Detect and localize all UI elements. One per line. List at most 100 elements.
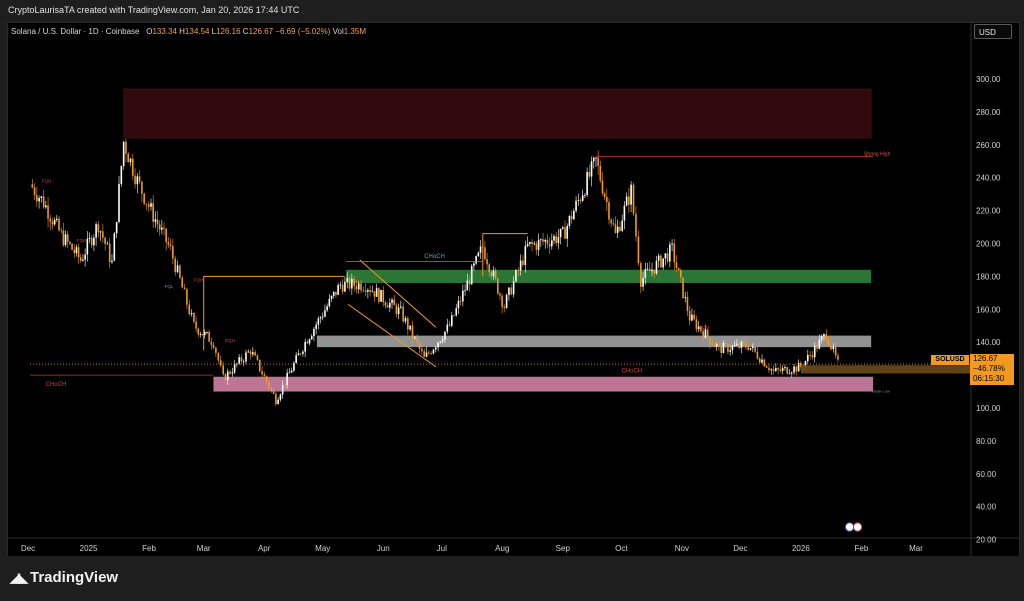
- chart-pane[interactable]: Strong High CHoCH CHoCH CHoCH Weak Low FQH FQH…: [7, 22, 1020, 557]
- candle: [603, 191, 606, 201]
- candle: [635, 206, 637, 242]
- percent-change: −46.78%: [973, 364, 1005, 373]
- candle-body: [64, 234, 67, 246]
- last-price: 126.67: [973, 354, 998, 363]
- candle-body: [118, 183, 120, 223]
- symbol-description[interactable]: Solana / U.S. Dollar · 1D · Coinbase: [11, 27, 140, 36]
- candle-body: [286, 372, 288, 386]
- candle-body: [163, 227, 165, 229]
- price-chart[interactable]: Strong High CHoCH CHoCH CHoCH Weak Low FQH FQH…: [8, 23, 1019, 556]
- candle: [369, 284, 371, 297]
- candle: [236, 362, 238, 368]
- candle-body: [389, 302, 391, 308]
- candle: [488, 262, 491, 277]
- candle-body: [321, 316, 324, 318]
- candle: [630, 181, 632, 213]
- candle: [612, 218, 615, 226]
- candle: [51, 217, 54, 230]
- x-tick-label: Feb: [142, 544, 156, 553]
- candle: [129, 157, 132, 167]
- candle-body: [351, 278, 353, 289]
- candle-body: [727, 344, 729, 352]
- candle-body: [488, 264, 491, 273]
- candle: [97, 221, 100, 238]
- candle-body: [671, 243, 673, 245]
- candle-body: [632, 184, 635, 214]
- candle-body: [682, 277, 684, 298]
- x-tick-label: Apr: [258, 544, 271, 553]
- candle-body: [275, 393, 277, 405]
- candle-body: [79, 257, 82, 261]
- candle-body: [290, 370, 293, 373]
- candle-body: [375, 288, 378, 297]
- candle: [781, 365, 784, 375]
- candle: [428, 350, 430, 356]
- candle: [608, 198, 610, 225]
- candle-body: [183, 287, 186, 290]
- candle: [610, 218, 612, 228]
- candle: [813, 342, 816, 363]
- candle-body: [279, 394, 282, 400]
- candle: [150, 198, 152, 211]
- candle-body: [570, 215, 573, 220]
- candle-body: [625, 196, 628, 206]
- candle-body: [736, 343, 738, 346]
- candle: [519, 254, 522, 276]
- candle-body: [199, 334, 202, 336]
- candle-body: [573, 210, 575, 220]
- candle: [33, 183, 36, 201]
- y-tick-label: 40.00: [976, 503, 997, 512]
- candle-body: [451, 315, 453, 326]
- candle-body: [174, 258, 176, 273]
- candle: [510, 284, 513, 296]
- candle: [492, 266, 495, 281]
- candle-body: [369, 289, 371, 292]
- header-bar: CryptoLaurisaTA created with TradingView…: [0, 0, 1024, 22]
- candle-body: [215, 347, 217, 353]
- candle: [242, 359, 245, 366]
- candle-body: [193, 312, 195, 322]
- candle-body: [648, 268, 651, 272]
- candle: [404, 315, 407, 324]
- candle-body: [765, 366, 768, 368]
- candle: [754, 346, 756, 354]
- candle-body: [252, 352, 254, 355]
- candle-body: [457, 300, 460, 309]
- candle: [432, 348, 435, 355]
- candle: [546, 234, 549, 249]
- ohlc-legend: Solana / U.S. Dollar · 1D · Coinbase O13…: [11, 27, 366, 36]
- candle: [203, 329, 206, 339]
- candle-body: [231, 372, 234, 374]
- candle-body: [455, 308, 458, 316]
- candle: [475, 255, 477, 266]
- x-tick-label: Jul: [437, 544, 447, 553]
- footer-bar: [0, 556, 1024, 601]
- volume-label: Vol: [332, 27, 344, 36]
- candle-body: [143, 193, 145, 204]
- candle-body: [317, 318, 320, 325]
- candle: [581, 189, 584, 203]
- candle-body: [747, 347, 749, 350]
- currency-button[interactable]: USD: [974, 24, 1012, 39]
- candle: [535, 241, 538, 256]
- candle: [186, 287, 188, 309]
- candle: [145, 203, 148, 210]
- candle-body: [367, 289, 369, 292]
- candle: [486, 252, 488, 270]
- candle-body: [190, 312, 193, 315]
- x-tick-label: 2025: [80, 544, 98, 553]
- candle-body: [284, 384, 286, 386]
- tradingview-logo[interactable]: ◢◣ TradingView: [10, 569, 118, 586]
- candle-body: [236, 363, 238, 365]
- candle: [738, 339, 740, 350]
- candle: [599, 160, 602, 183]
- candle: [360, 280, 362, 294]
- candle-body: [378, 288, 380, 302]
- candle: [451, 311, 453, 328]
- y-tick-label: 60.00: [976, 470, 997, 479]
- candle: [158, 220, 161, 236]
- candle: [834, 343, 837, 359]
- candle-body: [519, 260, 522, 271]
- candle-body: [601, 180, 604, 194]
- candle-body: [830, 345, 832, 350]
